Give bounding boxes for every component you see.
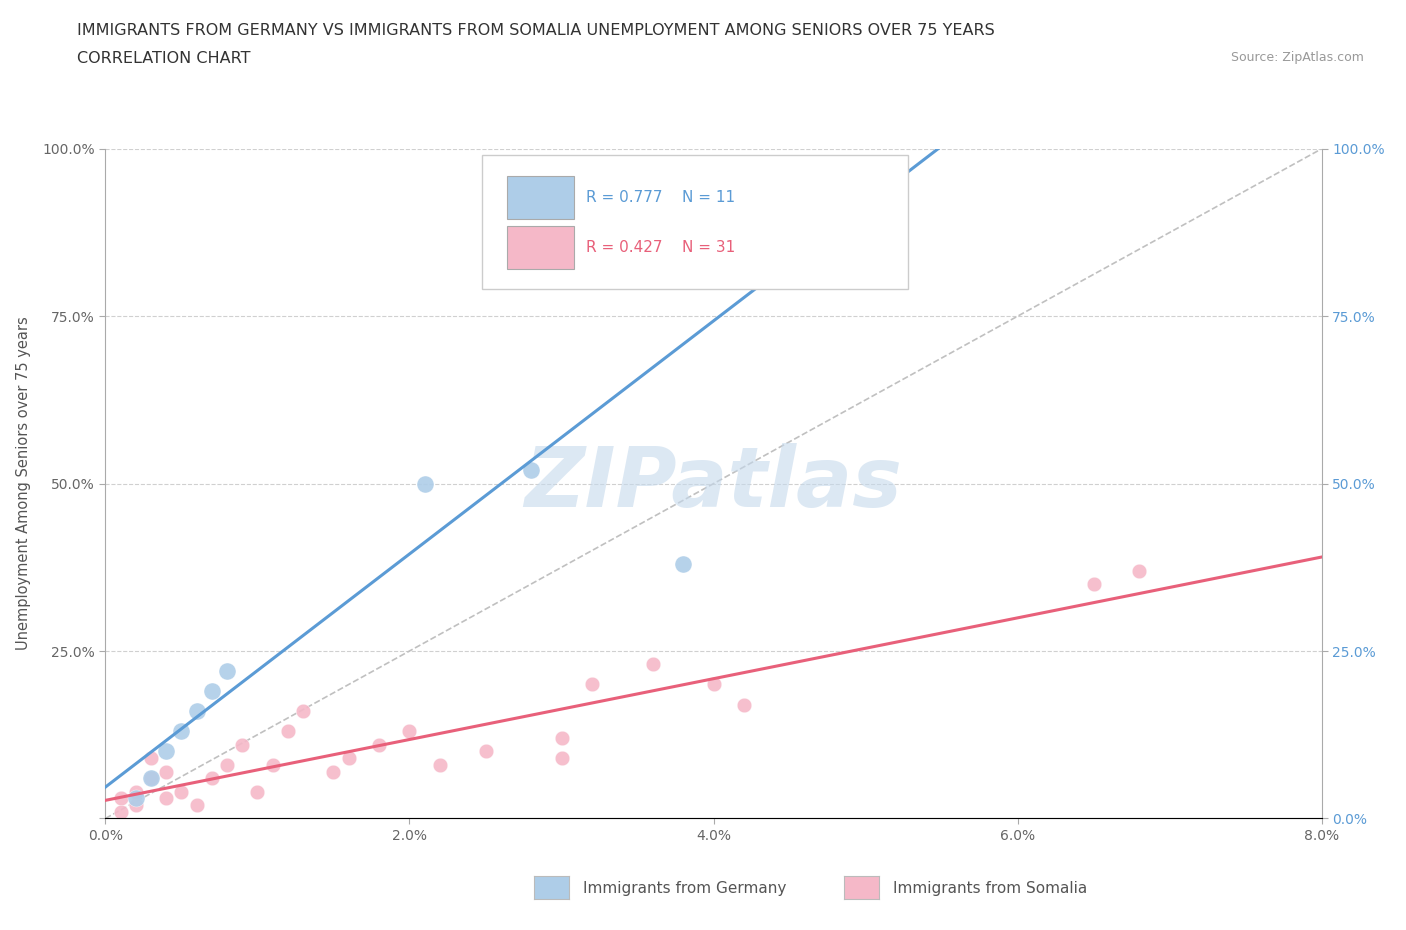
Point	[201, 771, 224, 786]
Point	[368, 737, 391, 752]
Point	[581, 677, 603, 692]
Point	[1128, 564, 1150, 578]
Point	[125, 784, 148, 799]
Point	[125, 798, 148, 813]
Point	[155, 790, 177, 805]
Point	[672, 556, 695, 571]
Point	[641, 158, 664, 173]
Text: CORRELATION CHART: CORRELATION CHART	[77, 51, 250, 66]
FancyBboxPatch shape	[482, 155, 908, 289]
Point	[262, 757, 284, 772]
Point	[429, 757, 451, 772]
FancyBboxPatch shape	[506, 176, 574, 219]
Point	[413, 476, 436, 491]
Point	[110, 790, 132, 805]
Point	[322, 764, 344, 779]
Text: Source: ZipAtlas.com: Source: ZipAtlas.com	[1230, 51, 1364, 64]
Text: IMMIGRANTS FROM GERMANY VS IMMIGRANTS FROM SOMALIA UNEMPLOYMENT AMONG SENIORS OV: IMMIGRANTS FROM GERMANY VS IMMIGRANTS FR…	[77, 23, 995, 38]
Point	[139, 751, 162, 765]
Point	[186, 798, 208, 813]
Point	[231, 737, 253, 752]
Point	[550, 731, 572, 746]
Point	[170, 784, 193, 799]
Point	[702, 677, 725, 692]
Point	[139, 771, 162, 786]
Text: ZIPatlas: ZIPatlas	[524, 443, 903, 525]
Point	[217, 757, 239, 772]
Text: Immigrants from Germany: Immigrants from Germany	[583, 881, 787, 896]
Point	[201, 684, 224, 698]
Point	[155, 744, 177, 759]
Point	[170, 724, 193, 738]
Point	[186, 704, 208, 719]
FancyBboxPatch shape	[506, 226, 574, 270]
Point	[520, 463, 543, 478]
Text: Immigrants from Somalia: Immigrants from Somalia	[893, 881, 1087, 896]
Point	[550, 751, 572, 765]
Point	[246, 784, 269, 799]
Point	[155, 764, 177, 779]
Text: R = 0.427    N = 31: R = 0.427 N = 31	[586, 240, 735, 256]
Point	[1083, 577, 1105, 591]
Point	[139, 771, 162, 786]
Point	[474, 744, 496, 759]
Point	[733, 698, 755, 712]
Point	[217, 664, 239, 679]
Point	[277, 724, 299, 738]
Point	[110, 804, 132, 819]
Y-axis label: Unemployment Among Seniors over 75 years: Unemployment Among Seniors over 75 years	[17, 317, 31, 650]
Point	[398, 724, 420, 738]
Point	[337, 751, 360, 765]
Text: R = 0.777    N = 11: R = 0.777 N = 11	[586, 190, 735, 205]
Point	[292, 704, 315, 719]
Point	[641, 657, 664, 671]
Point	[125, 790, 148, 805]
